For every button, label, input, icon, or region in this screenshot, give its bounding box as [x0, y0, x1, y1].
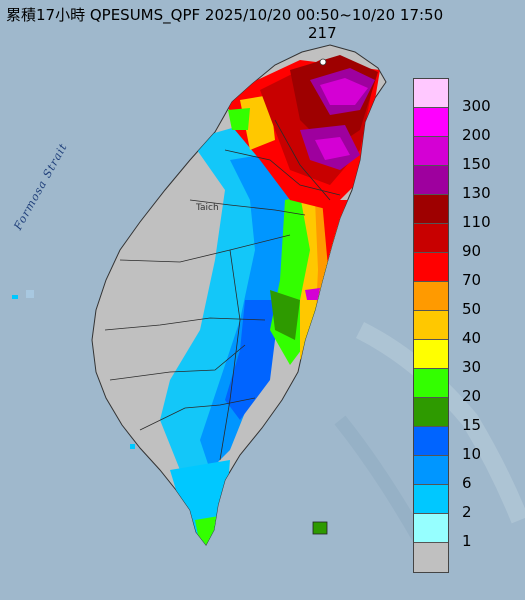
penghu-island-2: [26, 290, 34, 298]
legend-label: 15: [462, 416, 482, 434]
legend-label: 300: [462, 97, 491, 115]
legend-swatch: [414, 79, 448, 108]
max-marker-icon: [319, 58, 327, 66]
legend-label: 10: [462, 445, 482, 463]
sea-trench: [334, 415, 427, 544]
legend-swatch: [414, 485, 448, 514]
legend-swatch: [414, 427, 448, 456]
legend-swatch: [414, 195, 448, 224]
legend-swatch: [414, 108, 448, 137]
city-label: Taich: [196, 203, 219, 213]
legend-label: 1: [462, 532, 472, 550]
legend-label: 6: [462, 474, 472, 492]
county-borders: [104, 119, 341, 461]
legend-swatch: [414, 514, 448, 543]
legend-swatch: [414, 224, 448, 253]
legend-swatch: [414, 282, 448, 311]
legend-color-bar: [413, 78, 449, 573]
legend-swatch: [414, 543, 448, 572]
penghu-island: [12, 295, 18, 299]
legend-swatch: [414, 456, 448, 485]
legend-label: 50: [462, 300, 482, 318]
orchid-island: [312, 521, 328, 535]
liuqiu-island: [130, 444, 135, 449]
legend-label: 150: [462, 155, 491, 173]
legend-swatch: [414, 340, 448, 369]
legend-swatch: [414, 311, 448, 340]
legend-swatch: [414, 253, 448, 282]
legend-label: 130: [462, 184, 491, 202]
legend-label: 90: [462, 242, 482, 260]
legend-label: 20: [462, 387, 482, 405]
map-title: 累積17小時 QPESUMS_QPF 2025/10/20 00:50~10/2…: [6, 6, 444, 24]
legend-swatch: [414, 398, 448, 427]
legend-swatch: [414, 369, 448, 398]
legend-labels: 300 200 150 130 110 90 70 50 40 30 20 15 10 6 2 1: [462, 78, 491, 550]
legend-label: 200: [462, 126, 491, 144]
legend-swatch: [414, 166, 448, 195]
max-value-label: 217: [308, 24, 337, 42]
legend-label: 70: [462, 271, 482, 289]
legend-label: 30: [462, 358, 482, 376]
legend-label: 2: [462, 503, 472, 521]
legend-label: 40: [462, 329, 482, 347]
legend-label: 110: [462, 213, 491, 231]
legend-swatch: [414, 137, 448, 166]
sea-ridge: [355, 321, 525, 524]
